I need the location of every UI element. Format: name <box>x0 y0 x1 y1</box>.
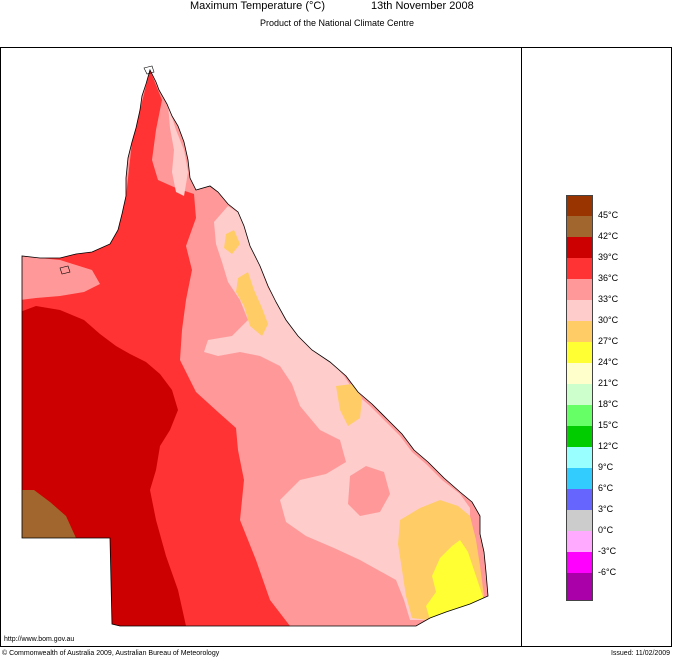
map-frame <box>0 47 672 647</box>
map-title: Maximum Temperature (°C) 13th November 2… <box>0 0 674 16</box>
legend-swatch <box>566 216 593 237</box>
legend-swatch <box>566 489 593 510</box>
zone-33c-cape <box>168 104 188 196</box>
title-text: Maximum Temperature (°C) <box>190 0 326 12</box>
zone-30c-mid <box>236 272 268 336</box>
copyright-text: © Commonwealth of Australia 2009, Austra… <box>2 650 220 657</box>
zone-36c-gulf <box>22 256 100 300</box>
legend-swatch <box>566 342 593 363</box>
zone-36c-inland <box>348 466 390 516</box>
legend-label: 21°C <box>598 378 619 388</box>
zone-27c-southeast <box>426 540 484 620</box>
legend-label: 6°C <box>598 483 614 493</box>
legend-label: -3°C <box>598 546 617 556</box>
subtitle: Product of the National Climate Centre <box>259 18 415 28</box>
legend-label: 0°C <box>598 525 614 535</box>
legend-label: 15°C <box>598 420 619 430</box>
legend-label: 9°C <box>598 462 614 472</box>
legend-label: 3°C <box>598 504 614 514</box>
legend-label: 45°C <box>598 210 619 220</box>
legend-divider <box>521 47 522 647</box>
legend-swatch <box>566 468 593 489</box>
legend-swatch <box>566 195 593 216</box>
legend-swatch <box>566 258 593 279</box>
legend-swatch <box>566 405 593 426</box>
legend-swatch <box>566 237 593 258</box>
island-north <box>143 65 155 75</box>
legend-label: 33°C <box>598 294 619 304</box>
zone-33c-coast <box>204 206 470 620</box>
legend-swatch <box>566 300 593 321</box>
legend-label: 30°C <box>598 315 619 325</box>
legend-label: 12°C <box>598 441 619 451</box>
zone-30c-north <box>224 230 240 254</box>
legend-swatch <box>566 279 593 300</box>
zone-45c <box>22 490 76 538</box>
legend-swatch <box>566 321 593 342</box>
legend-swatch <box>566 363 593 384</box>
legend-label: 18°C <box>598 399 619 409</box>
date-text: 13th November 2008 <box>371 0 474 12</box>
legend-swatch <box>566 573 593 601</box>
legend-swatch <box>566 552 593 573</box>
legend-swatch <box>566 447 593 468</box>
legend-swatch <box>566 384 593 405</box>
legend-label: -6°C <box>598 567 617 577</box>
legend-label: 39°C <box>598 252 619 262</box>
legend-label: 42°C <box>598 231 619 241</box>
source-link[interactable]: http://www.bom.gov.au <box>4 636 75 643</box>
island-gulf <box>59 265 71 275</box>
zone-30c-coast <box>336 384 362 426</box>
legend-swatch <box>566 510 593 531</box>
legend-swatch <box>566 426 593 447</box>
legend-swatch <box>566 531 593 552</box>
legend-label: 24°C <box>598 357 619 367</box>
temperature-map <box>21 65 489 627</box>
legend-label: 27°C <box>598 336 619 346</box>
issued-date: Issued: 11/02/2009 <box>610 650 670 657</box>
legend-label: 36°C <box>598 273 619 283</box>
